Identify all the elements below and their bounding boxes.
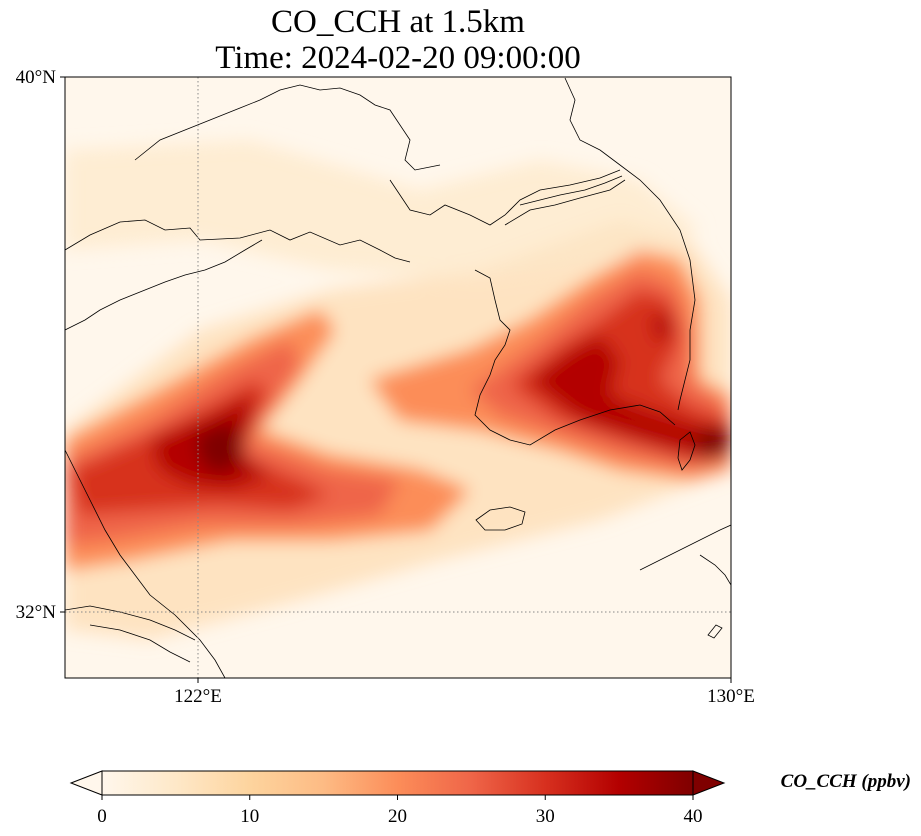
colorbar-label: CO_CCH (ppbv) (781, 771, 911, 792)
coastline-nkorea-west (389, 169, 621, 226)
lon-tick-label-130: 130°E (707, 686, 755, 707)
colorbar-tick-label-30: 30 (536, 806, 555, 827)
coastline-korea-east (564, 77, 696, 411)
gridlines (65, 77, 731, 678)
map-frame (64, 76, 732, 679)
lat-tick-label-32: 32°N (16, 602, 57, 623)
coastline-kyushu-2 (699, 554, 731, 586)
lon-axis: 122°E 130°E (174, 678, 755, 707)
colorbar-ticks: 0 10 20 30 40 (97, 795, 703, 827)
map-panel (64, 76, 732, 679)
colorbar-tick-label-0: 0 (97, 806, 107, 827)
coastline-shandong-north (65, 219, 411, 263)
coastline-yangtze-south (89, 624, 191, 663)
border-line-2 (504, 179, 626, 226)
map-title: CO_CCH at 1.5km (271, 4, 525, 40)
border-line-1 (519, 175, 623, 206)
map-subtitle-time: Time: 2024-02-20 09:00:00 (215, 40, 581, 76)
coastline-tsushima (677, 431, 696, 471)
plume-east-core (530, 335, 731, 455)
coastline-kyushu-1 (639, 524, 731, 571)
lat-tick-label-40: 40°N (16, 67, 57, 88)
coastline-jeju-island (475, 506, 526, 531)
coastline-jiangsu (65, 449, 226, 678)
plume-east-core-2 (650, 310, 675, 345)
concentration-field (65, 77, 731, 678)
plume-east-inner (510, 290, 731, 460)
colorbar-tick-label-10: 10 (240, 806, 259, 827)
plume-haze-north (65, 140, 700, 280)
colorbar: 0 10 20 30 40 CO_CCH (ppbv) (69, 770, 911, 827)
colorbar-extend-min (69, 770, 103, 796)
coastlines (65, 77, 731, 678)
plume-east-peak (695, 425, 731, 460)
coastline-shandong-south (65, 239, 263, 331)
coastline-liaodong (134, 84, 441, 171)
colorbar-extend-max (692, 770, 726, 796)
coastline-korea-west-south (474, 269, 676, 446)
lon-tick-label-122: 122°E (174, 686, 222, 707)
coastline-islet (707, 624, 723, 639)
colorbar-tick-label-20: 20 (388, 806, 407, 827)
coastline-yangtze-north (65, 605, 196, 641)
lat-axis: 40°N 32°N (16, 67, 65, 623)
colorbar-tick-label-40: 40 (684, 806, 703, 827)
colorbar-gradient (102, 771, 693, 795)
plume-west-peak (195, 420, 245, 475)
